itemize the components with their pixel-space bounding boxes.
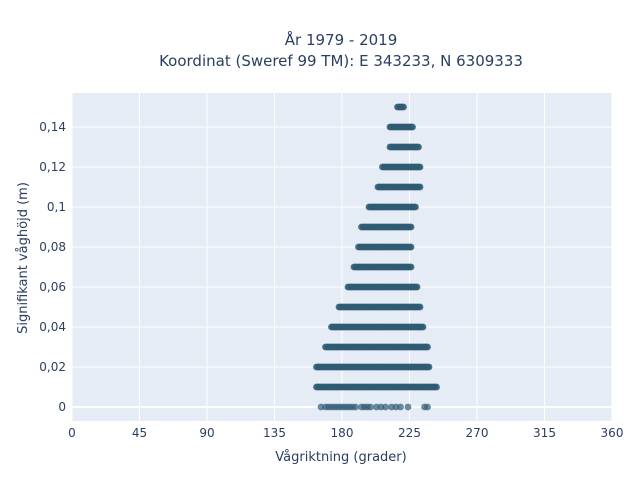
data-point	[415, 143, 422, 151]
data-point	[412, 203, 419, 211]
x-axis-title: Vågriktning (grader)	[275, 450, 406, 465]
data-point	[400, 103, 407, 111]
y-tick-label: 0,06	[39, 280, 66, 294]
x-tick-label: 90	[199, 426, 214, 440]
y-axis-title: Signifikant våghöjd (m)	[16, 182, 31, 334]
chart-title-line1: År 1979 - 2019	[285, 30, 398, 49]
y-tick-label: 0,14	[39, 120, 66, 134]
data-point	[424, 403, 431, 411]
data-point	[413, 283, 421, 291]
y-tick-label: 0,02	[39, 360, 66, 374]
y-tick-label: 0,1	[47, 200, 66, 214]
data-point	[352, 403, 359, 411]
x-tick-label: 360	[601, 426, 624, 440]
data-point	[404, 403, 412, 411]
data-point	[433, 383, 440, 391]
y-tick-label: 0,04	[39, 320, 66, 334]
data-point	[407, 223, 415, 231]
x-tick-label: 270	[466, 426, 489, 440]
x-tick-label: 0	[68, 426, 76, 440]
y-axis-ticks: 0 0,02 0,04 0,06 0,08 0,1 0,12 0,14	[39, 120, 66, 414]
data-point	[367, 403, 374, 411]
data-point	[425, 363, 433, 371]
chart-title-line2: Koordinat (Sweref 99 TM): E 343233, N 63…	[159, 52, 523, 70]
x-tick-label: 225	[398, 426, 421, 440]
data-point	[382, 403, 389, 411]
data-point	[407, 263, 415, 271]
x-tick-label: 180	[331, 426, 354, 440]
data-points	[313, 103, 440, 411]
x-tick-label: 135	[263, 426, 286, 440]
data-point	[419, 323, 427, 331]
x-tick-label: 315	[533, 426, 556, 440]
x-tick-label: 45	[132, 426, 147, 440]
data-point	[416, 303, 424, 311]
data-point	[416, 183, 424, 191]
data-point	[416, 163, 424, 171]
y-tick-label: 0,12	[39, 160, 66, 174]
x-axis-ticks: 0 45 90 135 180 225 270 315 360	[68, 426, 623, 440]
data-point	[424, 343, 431, 351]
y-tick-label: 0,08	[39, 240, 66, 254]
y-tick-label: 0	[58, 400, 66, 414]
data-point	[407, 243, 415, 251]
data-point	[409, 123, 416, 131]
data-point	[397, 403, 404, 411]
